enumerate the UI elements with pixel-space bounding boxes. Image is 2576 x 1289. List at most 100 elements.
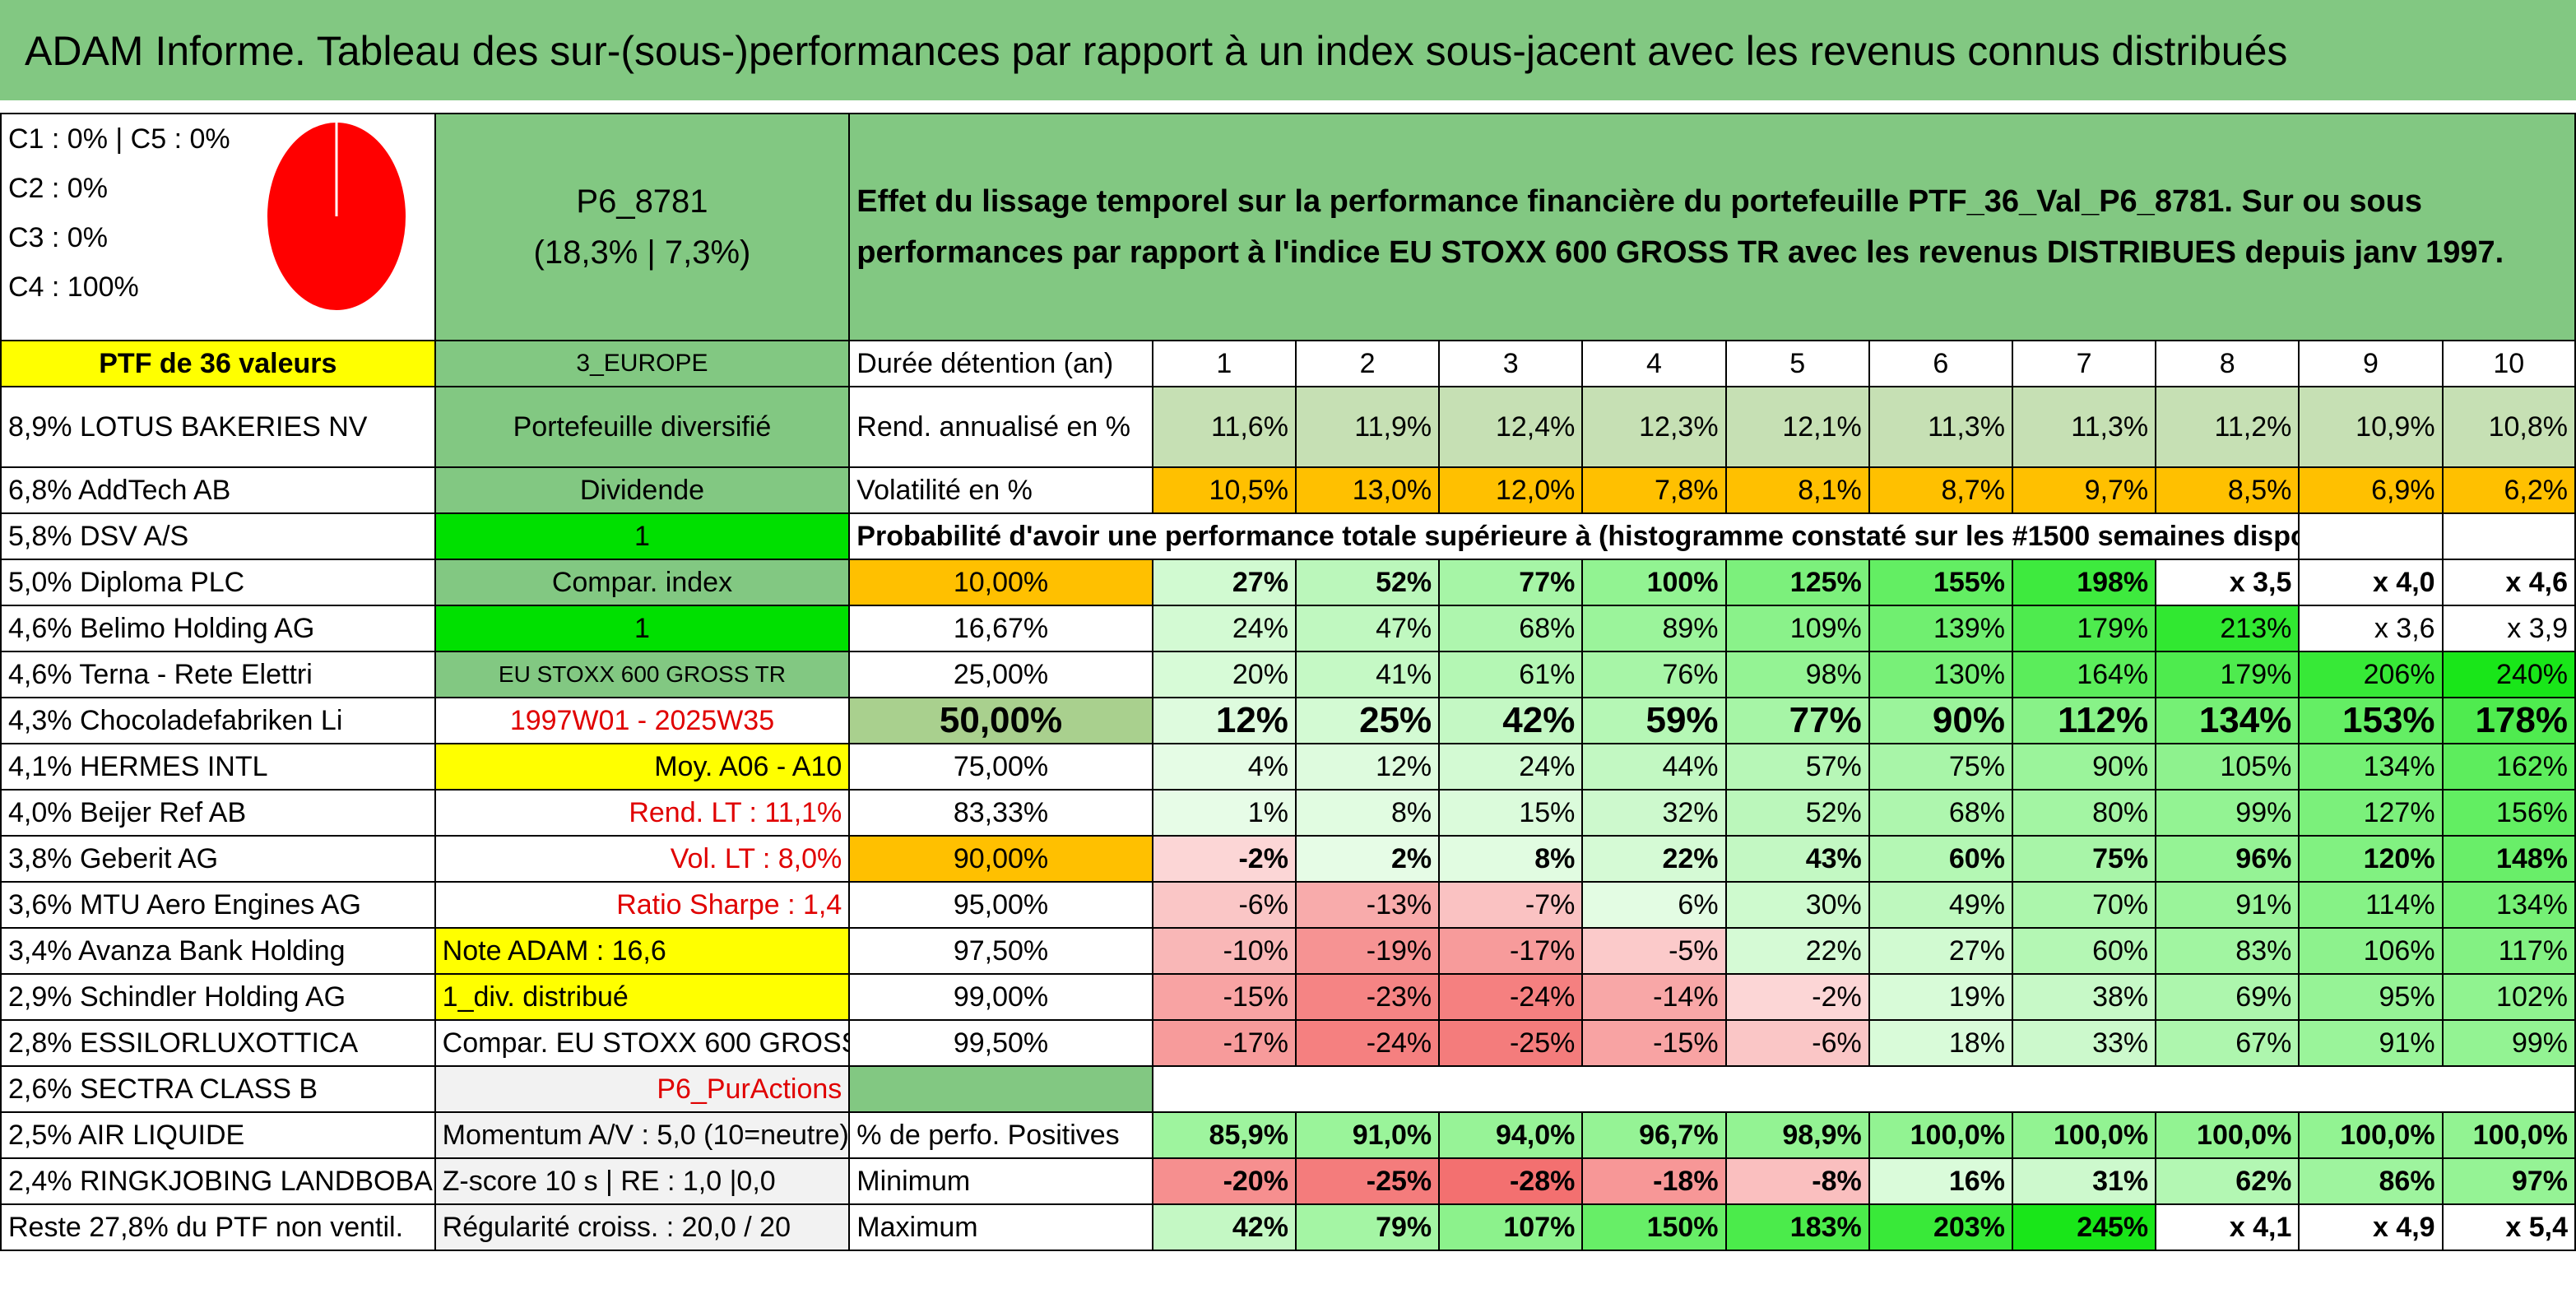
percentile-value: 60% xyxy=(2011,927,2157,975)
probability-label: Probabilité d'avoir une performance tota… xyxy=(848,512,2300,560)
percentile-value: 67% xyxy=(2155,1019,2300,1067)
percentile-value: 52% xyxy=(1724,789,1870,837)
percentile-value: 8% xyxy=(1294,789,1441,837)
positive-value: 100,0% xyxy=(2011,1111,2157,1159)
allocation-pie-chart xyxy=(264,119,409,313)
empty-cell xyxy=(2298,512,2444,560)
percentile-value: -19% xyxy=(1294,927,1441,975)
percentile-value: -24% xyxy=(1294,1019,1441,1067)
percentile-label: 50,00% xyxy=(848,697,1153,744)
holding-row-label: 8,9% LOTUS BAKERIES NV xyxy=(0,386,436,468)
maximum-value: x 5,4 xyxy=(2441,1203,2576,1251)
percentile-value: 57% xyxy=(1724,743,1870,791)
percentile-value: 148% xyxy=(2441,835,2576,883)
percentile-value: 24% xyxy=(1438,743,1584,791)
percentile-value: -13% xyxy=(1294,881,1441,929)
year-header: 8 xyxy=(2155,340,2300,387)
percentile-value: 33% xyxy=(2011,1019,2157,1067)
percentile-value: 41% xyxy=(1294,651,1441,698)
minimum-value: -25% xyxy=(1294,1157,1441,1205)
positive-value: 96,7% xyxy=(1581,1111,1727,1159)
info-cell: 1 xyxy=(434,512,851,560)
volatility-label: Volatilité en % xyxy=(848,466,1153,514)
percentile-value: 114% xyxy=(2298,881,2444,929)
percentile-label: 99,00% xyxy=(848,973,1153,1021)
return-label: Rend. annualisé en % xyxy=(848,386,1153,468)
positive-value: 100,0% xyxy=(2441,1111,2576,1159)
percentile-label: 95,00% xyxy=(848,881,1153,929)
percentile-value: 134% xyxy=(2441,881,2576,929)
table-row: PTF de 36 valeurs 3_EUROPE Durée détention… xyxy=(0,340,2576,387)
info-cell: Régularité croiss. : 20,0 / 20 xyxy=(434,1203,851,1251)
minimum-value: 16% xyxy=(1868,1157,2013,1205)
volatility-value: 12,0% xyxy=(1438,466,1584,514)
volatility-value: 8,1% xyxy=(1724,466,1870,514)
percentile-value: 179% xyxy=(2155,651,2300,698)
percentile-value: 47% xyxy=(1294,605,1441,652)
volatility-value: 13,0% xyxy=(1294,466,1441,514)
percentile-value: 91% xyxy=(2298,1019,2444,1067)
table-row: 2,6% SECTRA CLASS B P6_PurActions xyxy=(0,1065,2576,1113)
portfolio-code: P6_8781 xyxy=(576,183,708,220)
info-cell: P6_PurActions xyxy=(434,1065,851,1113)
percentile-value: 80% xyxy=(2011,789,2157,837)
percentile-value: 98% xyxy=(1724,651,1870,698)
minimum-value: -8% xyxy=(1724,1157,1870,1205)
holding-row-label: 4,0% Beijer Ref AB xyxy=(0,789,436,837)
percentile-value: 99% xyxy=(2441,1019,2576,1067)
empty-cell xyxy=(848,1065,1153,1113)
percentile-value: 102% xyxy=(2441,973,2576,1021)
year-header: 10 xyxy=(2441,340,2576,387)
percentile-value: 30% xyxy=(1724,881,1870,929)
percentile-value: 22% xyxy=(1581,835,1727,883)
percentile-value: 77% xyxy=(1438,559,1584,606)
year-header: 9 xyxy=(2298,340,2444,387)
volatility-value: 9,7% xyxy=(2011,466,2157,514)
maximum-value: 42% xyxy=(1151,1203,1297,1251)
holding-row-label: 4,6% Terna - Rete Elettri xyxy=(0,651,436,698)
percentile-value: 60% xyxy=(1868,835,2013,883)
info-cell: Compar. EU STOXX 600 GROSS TR xyxy=(434,1019,851,1067)
percentile-value: 90% xyxy=(2011,743,2157,791)
table-row: 2,8% ESSILORLUXOTTICA Compar. EU STOXX 60… xyxy=(0,1019,2576,1067)
percentile-value: x 3,9 xyxy=(2441,605,2576,652)
minimum-value: 62% xyxy=(2155,1157,2300,1205)
table-row: 2,4% RINGKJOBING LANDBOBA Z-score 10 s | … xyxy=(0,1157,2576,1205)
table-row: 3,6% MTU Aero Engines AG Ratio Sharpe : 1… xyxy=(0,881,2576,929)
minimum-value: -18% xyxy=(1581,1157,1727,1205)
percentile-value: 61% xyxy=(1438,651,1584,698)
holding-row-label: 3,8% Geberit AG xyxy=(0,835,436,883)
percentile-value: -14% xyxy=(1581,973,1727,1021)
percentile-value: 127% xyxy=(2298,789,2444,837)
minimum-value: 97% xyxy=(2441,1157,2576,1205)
portfolio-code-cell: P6_8781 (18,3% | 7,3%) xyxy=(434,113,851,341)
year-header: 5 xyxy=(1724,340,1870,387)
info-cell: EU STOXX 600 GROSS TR xyxy=(434,651,851,698)
percentile-value: 125% xyxy=(1724,559,1870,606)
percentile-label: 16,67% xyxy=(848,605,1153,652)
table-row: 4,6% Belimo Holding AG 1 16,67% 24% 47% 68% 89… xyxy=(0,605,2576,652)
percentile-value: -7% xyxy=(1438,881,1584,929)
holding-row-label: 4,1% HERMES INTL xyxy=(0,743,436,791)
percentile-value: 38% xyxy=(2011,973,2157,1021)
year-header: 4 xyxy=(1581,340,1727,387)
volatility-value: 6,9% xyxy=(2298,466,2444,514)
percentile-value: x 4,0 xyxy=(2298,559,2444,606)
percentile-label: 75,00% xyxy=(848,743,1153,791)
percentile-value: 19% xyxy=(1868,973,2013,1021)
percentile-value: 178% xyxy=(2441,697,2576,744)
holding-row-label: 2,9% Schindler Holding AG xyxy=(0,973,436,1021)
percentile-value: -17% xyxy=(1438,927,1584,975)
positive-value: 85,9% xyxy=(1151,1111,1297,1159)
percentile-label: 25,00% xyxy=(848,651,1153,698)
info-cell: Momentum A/V : 5,0 (10=neutre) xyxy=(434,1111,851,1159)
table-row: 4,0% Beijer Ref AB Rend. LT : 11,1% 83,33%… xyxy=(0,789,2576,837)
percentile-value: 2% xyxy=(1294,835,1441,883)
empty-cell xyxy=(2441,512,2576,560)
maximum-value: x 4,1 xyxy=(2155,1203,2300,1251)
year-header: 1 xyxy=(1151,340,1297,387)
holding-row-label: 5,0% Diploma PLC xyxy=(0,559,436,606)
holding-row-label: 2,8% ESSILORLUXOTTICA xyxy=(0,1019,436,1067)
table-row: 3,4% Avanza Bank Holding Note ADAM : 16,6… xyxy=(0,927,2576,975)
percentile-value: 89% xyxy=(1581,605,1727,652)
